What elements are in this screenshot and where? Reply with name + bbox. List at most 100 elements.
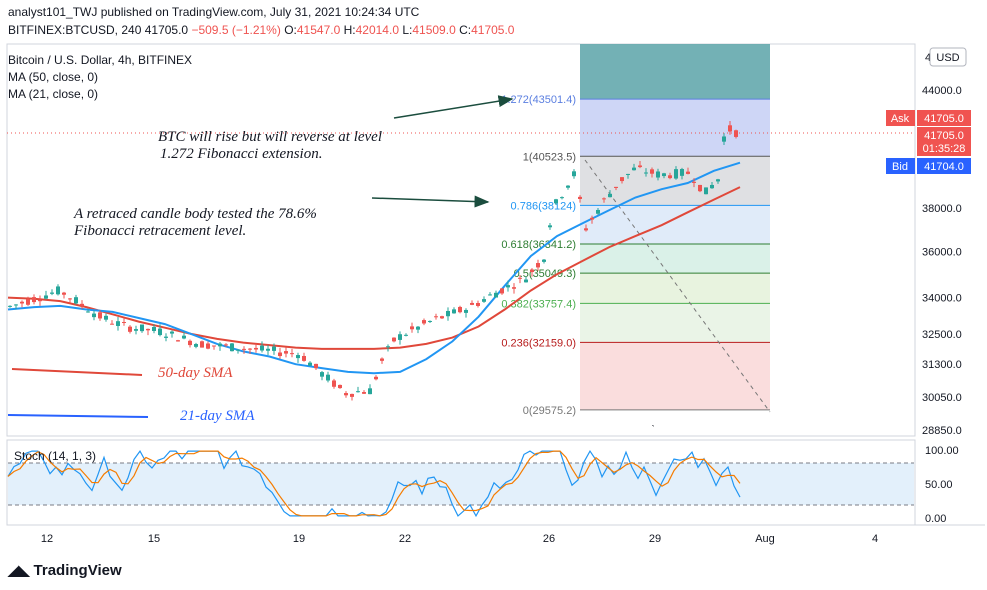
candle-body	[524, 279, 528, 283]
candle-body	[704, 187, 708, 195]
candle-body	[122, 321, 126, 323]
candle-body	[116, 321, 120, 326]
high-label: H:	[343, 23, 356, 37]
candle-body	[590, 217, 594, 220]
candle-body	[614, 186, 618, 188]
candle-body	[686, 171, 690, 174]
candle-body	[644, 172, 648, 174]
open-value: 41547.0	[296, 23, 341, 37]
ask-value-tag	[917, 110, 971, 126]
candle-body	[470, 302, 474, 305]
candle-body	[98, 312, 102, 319]
fib-level-label: 1.272(43501.4)	[501, 94, 576, 106]
candle-body	[338, 384, 342, 389]
candle-body	[362, 392, 366, 394]
tradingview-logo[interactable]: ◢◣ TradingView	[8, 562, 122, 579]
high-value: 42014.0	[355, 23, 399, 37]
candle-body	[626, 173, 630, 175]
stoch-axis[interactable]: 100.00 50.00 0.00	[925, 445, 959, 525]
candle-body	[458, 306, 462, 313]
candle-body	[476, 303, 480, 306]
publish-info: analyst101_TWJ published on TradingView.…	[8, 5, 420, 19]
bid-value-tag	[917, 158, 971, 174]
price-axis[interactable]: 44000.0 38000.0 36000.0 34000.0 32500.0 31300…	[922, 85, 962, 437]
price-change: −509.5 (−1.21%)	[191, 23, 281, 37]
fib-level-label: 1(40523.5)	[523, 151, 576, 163]
price-tick-label: 36000.0	[922, 247, 962, 259]
price-tick-label: 44000.0	[922, 85, 962, 97]
price-axis-top-partial: 4	[925, 52, 931, 64]
fibonacci-zones[interactable]: 1.272(43501.4) 1(40523.5) 0.786(38124) 0.61…	[501, 44, 770, 417]
candle-body	[158, 328, 162, 336]
annotation-2-line2: Fibonacci retracement level.	[73, 223, 246, 239]
candle-body	[188, 340, 192, 346]
candle-body	[506, 285, 510, 288]
price-tick-label: 31300.0	[922, 359, 962, 371]
time-axis[interactable]: 12 15 19 22 26 29 Aug 4	[41, 533, 878, 545]
candle-body	[290, 353, 294, 355]
annotation-1-line2: 1.272 Fibonacci extension.	[160, 146, 322, 162]
time-tick-label: 12	[41, 533, 53, 545]
candle-body	[620, 177, 624, 182]
close-value: 41705.0	[471, 23, 515, 37]
candle-body	[728, 125, 732, 132]
ma50-line	[7, 186, 741, 350]
candle-body	[710, 184, 714, 189]
candle-body	[374, 376, 378, 380]
candle-body	[68, 298, 72, 300]
candle-body	[656, 171, 660, 178]
candle-body	[398, 334, 402, 340]
candle-body	[182, 335, 186, 339]
candle-body	[218, 343, 222, 347]
candle-body	[332, 380, 336, 387]
candle-body	[26, 299, 30, 305]
candle-body	[512, 287, 516, 289]
candle-body	[56, 286, 60, 295]
stoch-d-path	[7, 450, 741, 517]
tradingview-logo-icon: ◢◣	[8, 562, 30, 578]
legend-ma50[interactable]: MA (50, close, 0)	[8, 70, 99, 84]
candle-body	[344, 393, 348, 396]
fib-level-label: 0.382(33757.4)	[501, 298, 576, 310]
candle-body	[680, 169, 684, 176]
stoch-lines	[7, 449, 741, 518]
legend-ma21[interactable]: MA (21, close, 0)	[8, 87, 99, 101]
candle-body	[170, 331, 174, 334]
candle-body	[62, 292, 66, 295]
candle-body	[440, 316, 444, 319]
candle-body	[176, 340, 180, 342]
fib-level-label: 0.5(35049.3)	[514, 268, 576, 280]
last-price-value: 41705.0	[924, 130, 964, 142]
candle-body	[482, 299, 486, 302]
candle-body	[578, 196, 582, 199]
fib-level-label: 0(29575.2)	[523, 405, 576, 417]
candle-body	[314, 363, 318, 369]
candle-body	[152, 326, 156, 332]
symbol-header: BITFINEX:BTCUSD, 240 41705.0 −509.5 (−1.…	[8, 23, 514, 37]
fib-zone	[580, 243, 770, 274]
fib-zone	[580, 99, 770, 157]
sma21-legend-line	[7, 414, 149, 418]
candle-body	[428, 320, 432, 322]
candle-body	[272, 346, 276, 351]
price-tick-label: 32500.0	[922, 329, 962, 341]
fib-zone	[580, 205, 770, 244]
candle-body	[8, 305, 12, 307]
sma21-label: 21-day SMA	[180, 408, 255, 424]
price-tick-label: 30050.0	[922, 392, 962, 404]
candle-body	[494, 292, 498, 298]
candle-body	[674, 169, 678, 179]
candle-body	[146, 328, 150, 331]
symbol[interactable]: BITFINEX:BTCUSD, 240	[8, 23, 142, 37]
main-pane[interactable]	[6, 43, 916, 437]
candle-body	[50, 292, 54, 294]
candle-body	[548, 225, 552, 228]
candle-body	[392, 337, 396, 342]
candle-body	[608, 193, 612, 198]
candle-body	[500, 288, 504, 294]
candle-body	[446, 310, 450, 317]
currency-badge[interactable]	[929, 47, 967, 67]
time-tick-label: 26	[543, 533, 555, 545]
candle-body	[434, 316, 438, 318]
candle-body	[320, 372, 324, 377]
